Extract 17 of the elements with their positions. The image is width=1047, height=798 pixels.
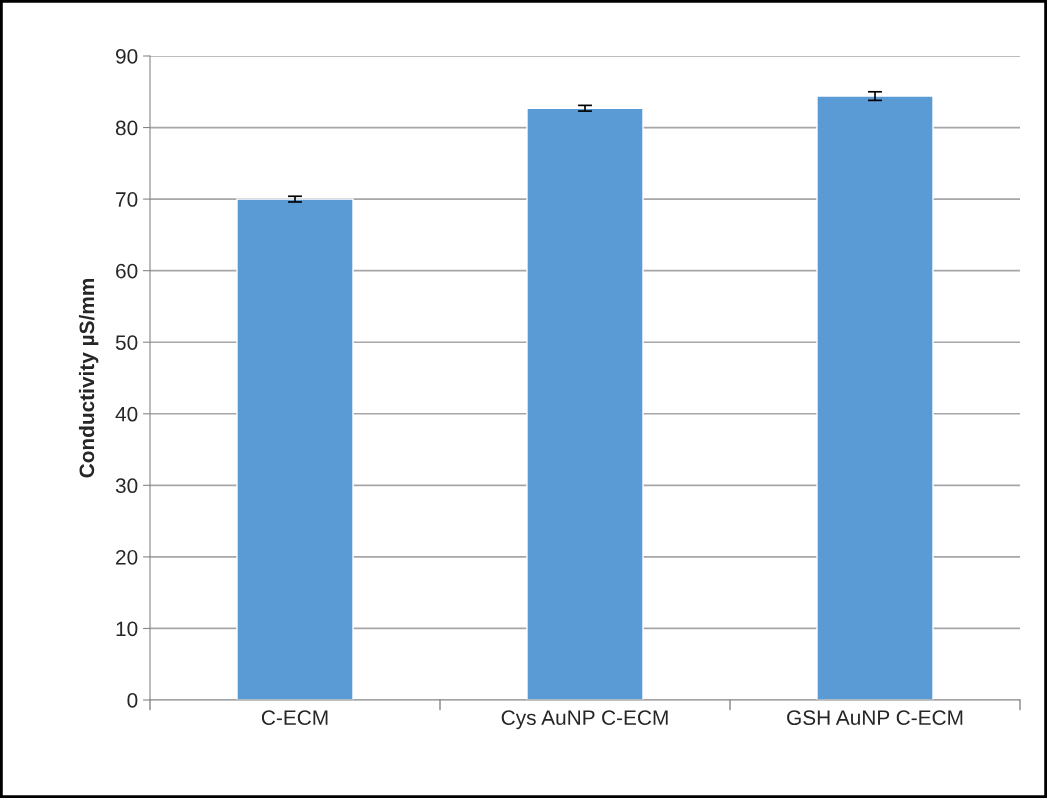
y-tick-label: 10 [116, 621, 138, 637]
y-tick-label: 0 [127, 693, 138, 708]
y-tick-label: 70 [116, 192, 138, 207]
bar [816, 95, 934, 700]
x-tick-label: Cys AuNP C-ECM [501, 710, 668, 730]
y-tick-label: 60 [116, 263, 138, 279]
x-tick-label: GSH AuNP C-ECM [787, 710, 963, 726]
x-tick-label: C-ECM [261, 710, 328, 726]
y-tick-label: 20 [116, 549, 138, 565]
bar [236, 198, 354, 700]
y-tick-label: 30 [115, 478, 138, 494]
y-tick-label: 80 [115, 120, 138, 136]
bar [526, 107, 644, 700]
y-tick-label: 40 [115, 406, 138, 422]
y-tick-label: 90 [116, 49, 138, 64]
y-axis-title: Conductivity µS/mm [78, 278, 99, 478]
y-tick-label: 50 [115, 335, 138, 350]
